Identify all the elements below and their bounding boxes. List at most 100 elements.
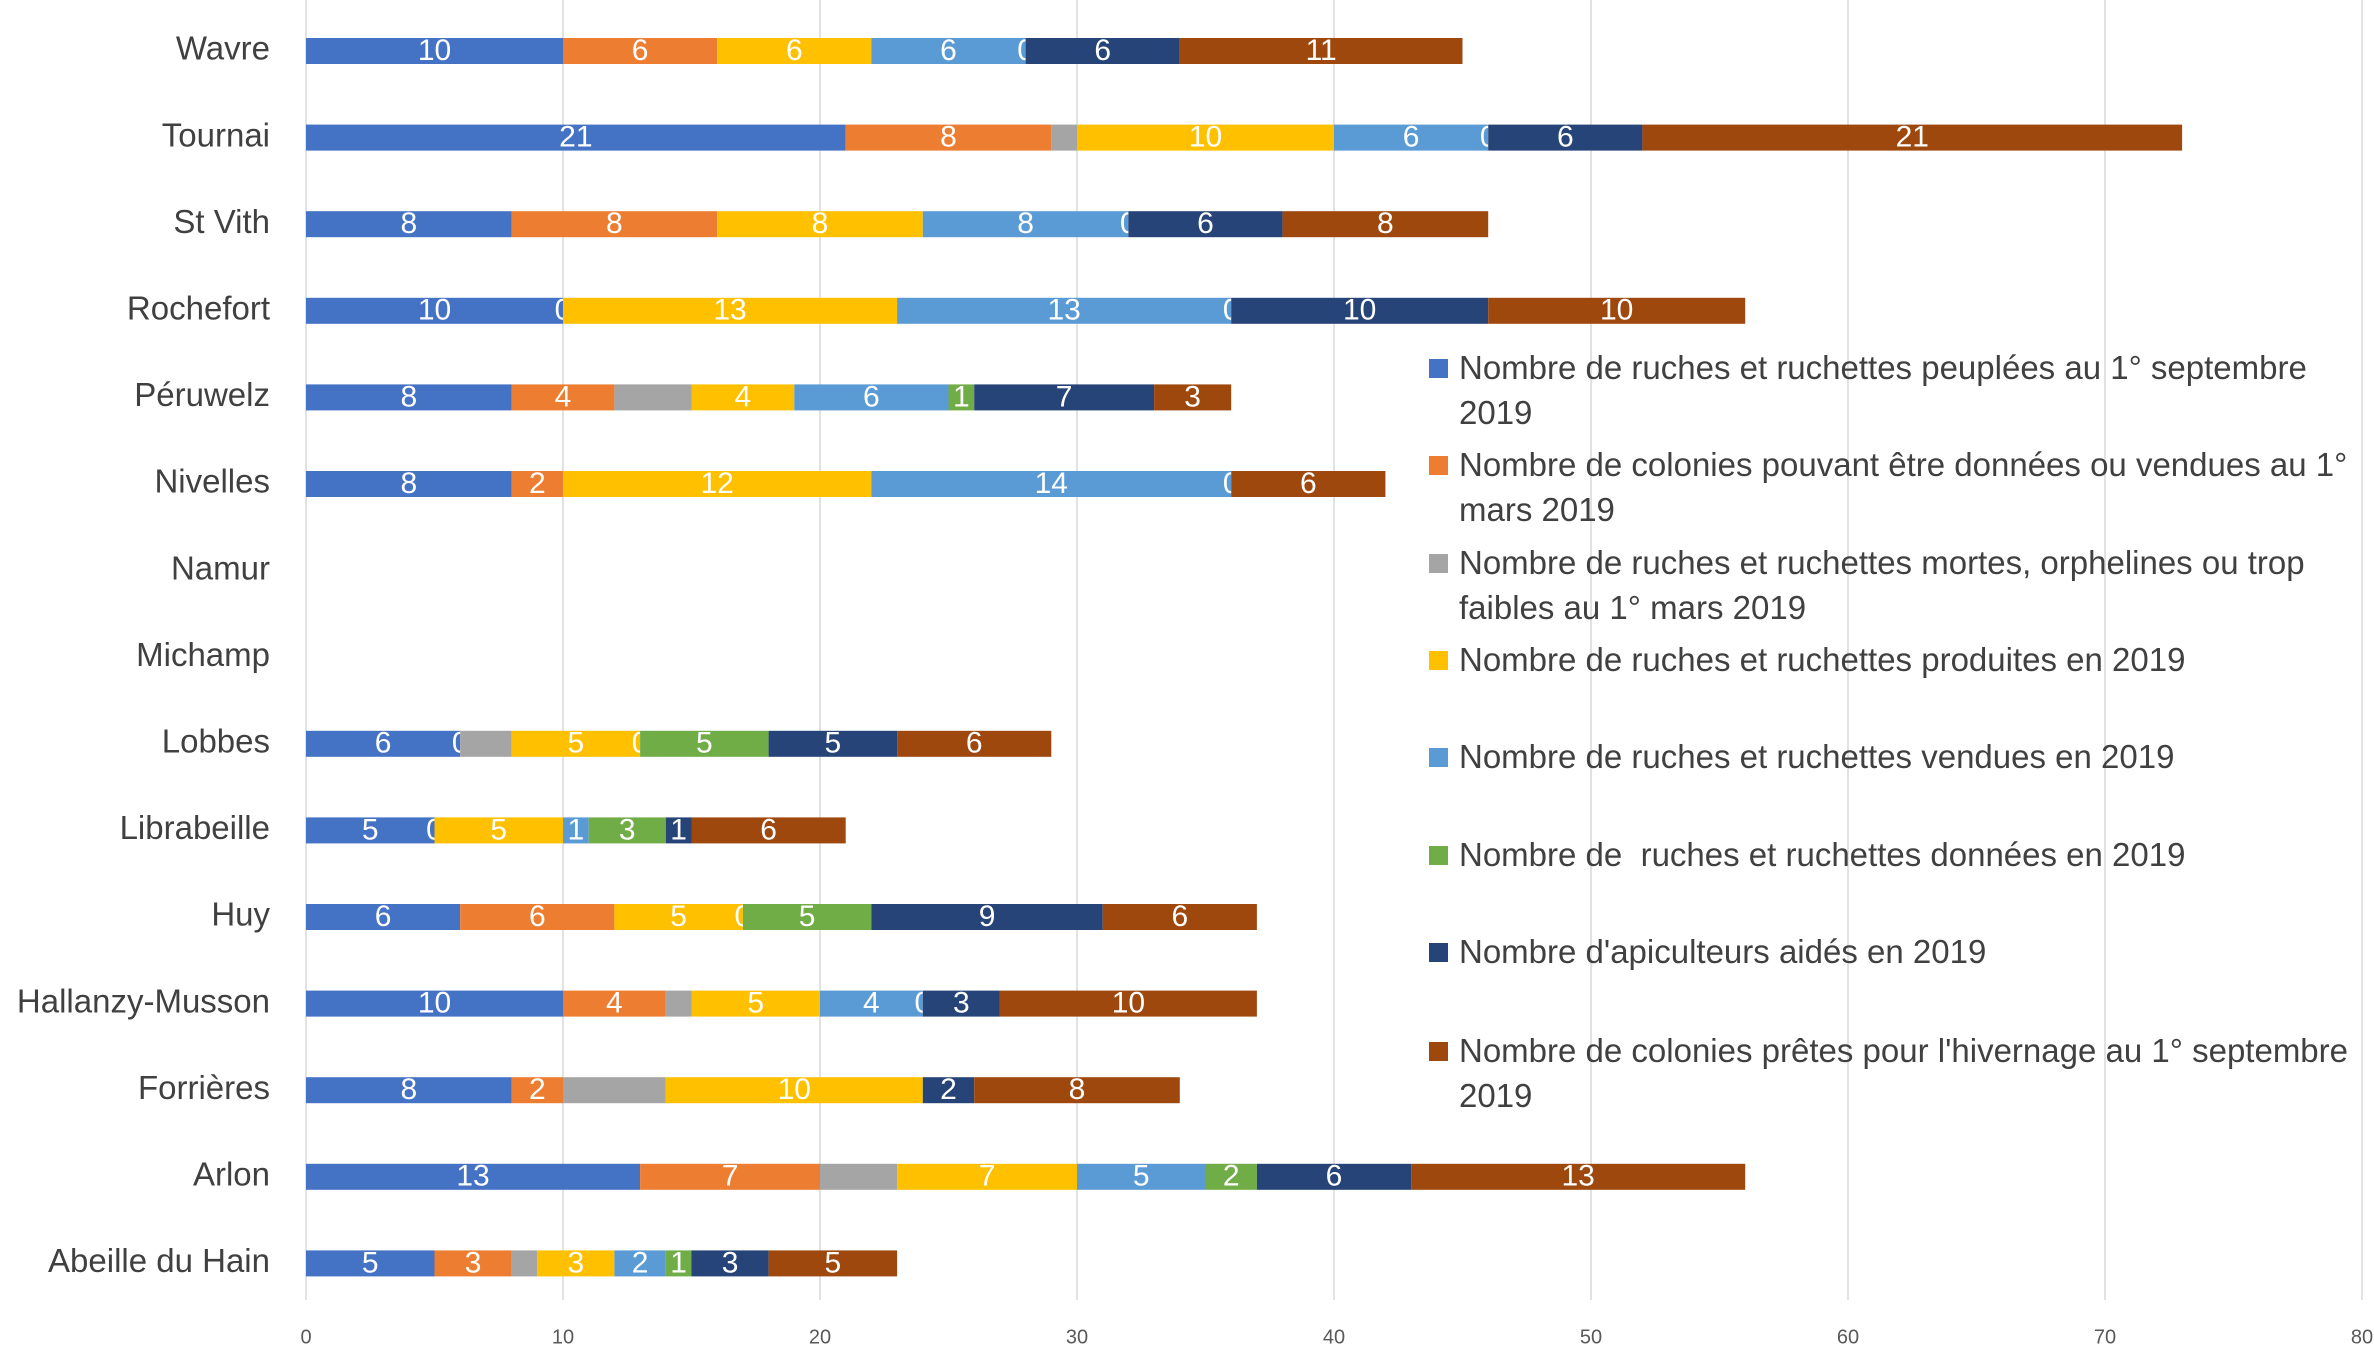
bar-segment bbox=[1179, 38, 1463, 64]
data-label: 6 bbox=[1094, 34, 1111, 67]
data-label: 6 bbox=[1197, 207, 1214, 240]
bar-segment bbox=[1102, 904, 1257, 930]
bar-segment bbox=[1334, 124, 1489, 151]
bar-segment bbox=[922, 990, 1000, 1017]
category-label: Lobbes bbox=[162, 723, 270, 760]
x-tick-label: 80 bbox=[2351, 1326, 2373, 1348]
bar-segment bbox=[588, 817, 666, 844]
data-label: 8 bbox=[400, 380, 417, 413]
bar-segment bbox=[794, 384, 949, 411]
data-label: 3 bbox=[722, 1246, 739, 1279]
bar-segment bbox=[563, 471, 872, 497]
bar-segment bbox=[460, 904, 615, 930]
legend-label: Nombre de colonies pouvant être données … bbox=[1459, 446, 2357, 528]
bar-segment bbox=[974, 384, 1155, 411]
bar-segment bbox=[691, 1250, 769, 1277]
category-label: Michamp bbox=[136, 636, 270, 673]
legend-swatch bbox=[1429, 456, 1448, 475]
data-label: 8 bbox=[400, 467, 417, 500]
data-label: 3 bbox=[619, 813, 636, 846]
bar-segment bbox=[845, 124, 1052, 151]
data-label: 6 bbox=[632, 34, 649, 67]
data-label: 8 bbox=[400, 207, 417, 240]
bar-segment bbox=[306, 211, 512, 238]
category-label: Namur bbox=[171, 549, 270, 586]
bar-segment bbox=[717, 211, 923, 238]
bar-segment bbox=[1128, 211, 1283, 238]
data-label: 2 bbox=[529, 467, 546, 500]
data-label: 6 bbox=[786, 34, 803, 67]
bar-segment bbox=[640, 1163, 820, 1190]
bar-segment bbox=[306, 730, 461, 757]
bar-segment bbox=[563, 990, 666, 1017]
bar-segment bbox=[434, 817, 563, 844]
data-label: 10 bbox=[1189, 121, 1222, 154]
data-label: 3 bbox=[953, 987, 970, 1020]
bar-segment bbox=[460, 730, 512, 757]
bar-segment bbox=[948, 384, 975, 411]
data-label: 6 bbox=[940, 34, 957, 67]
x-tick-label: 60 bbox=[1837, 1326, 1859, 1348]
bar-segment bbox=[1077, 1163, 1206, 1190]
bar-segment bbox=[306, 384, 512, 411]
bar-segment bbox=[768, 730, 898, 757]
data-label: 4 bbox=[863, 987, 880, 1020]
bar-segment bbox=[691, 990, 820, 1017]
category-label: Péruwelz bbox=[134, 376, 270, 413]
bar-segment bbox=[897, 730, 1052, 757]
bar-segment bbox=[434, 1250, 512, 1277]
data-label: 1 bbox=[953, 380, 970, 413]
data-label: 5 bbox=[1133, 1160, 1150, 1193]
bar-segment bbox=[563, 297, 898, 324]
bar-segment bbox=[1488, 297, 1746, 324]
data-label: 10 bbox=[1600, 294, 1633, 327]
bar-segment bbox=[897, 1163, 1077, 1190]
category-label: Abeille du Hain bbox=[48, 1242, 270, 1279]
data-label: 8 bbox=[606, 207, 623, 240]
x-tick-label: 30 bbox=[1066, 1326, 1088, 1348]
data-label: 13 bbox=[1047, 294, 1080, 327]
category-label: Nivelles bbox=[154, 463, 270, 500]
data-label: 6 bbox=[863, 380, 880, 413]
bar-segment bbox=[871, 471, 1232, 497]
bar-segment bbox=[820, 1163, 898, 1190]
bar-segment bbox=[742, 904, 872, 930]
bar-segment bbox=[1231, 471, 1386, 497]
bar-segment bbox=[614, 1250, 666, 1277]
bar-segment bbox=[1642, 124, 2183, 151]
bar-segment bbox=[511, 211, 718, 238]
category-label: Librabeille bbox=[120, 809, 270, 846]
legend-label: Nombre de ruches et ruchettes données en… bbox=[1459, 836, 2186, 873]
data-label: 9 bbox=[979, 900, 996, 933]
bar-segment bbox=[768, 1250, 898, 1277]
data-label: 7 bbox=[979, 1160, 996, 1193]
data-label: 6 bbox=[760, 813, 777, 846]
x-tick-label: 50 bbox=[1580, 1326, 1602, 1348]
bar-segment bbox=[640, 730, 769, 757]
data-label: 2 bbox=[529, 1073, 546, 1106]
data-label: 5 bbox=[490, 813, 507, 846]
legend-swatch bbox=[1429, 359, 1448, 378]
data-label: 5 bbox=[362, 1246, 379, 1279]
bar-segment bbox=[306, 1163, 641, 1190]
x-tick-label: 20 bbox=[809, 1326, 831, 1348]
legend-label: Nombre de ruches et ruchettes produites … bbox=[1459, 641, 2186, 678]
category-label: Wavre bbox=[176, 30, 270, 67]
data-label: 6 bbox=[375, 727, 392, 760]
bar-segment bbox=[306, 904, 461, 930]
data-label: 13 bbox=[1561, 1160, 1594, 1193]
data-label: 7 bbox=[722, 1160, 739, 1193]
bar-segment bbox=[563, 38, 718, 64]
bar-segment bbox=[306, 38, 563, 64]
bar-segment bbox=[614, 384, 692, 411]
bar-segment bbox=[691, 384, 795, 411]
data-label: 3 bbox=[568, 1246, 585, 1279]
category-label: Forrières bbox=[138, 1069, 270, 1106]
bar-segment bbox=[537, 1250, 615, 1277]
bar-segment bbox=[1411, 1163, 1746, 1190]
data-label: 5 bbox=[568, 727, 585, 760]
bar-segment bbox=[897, 297, 1232, 324]
data-label: 4 bbox=[555, 380, 572, 413]
bar-segment bbox=[665, 1077, 923, 1104]
